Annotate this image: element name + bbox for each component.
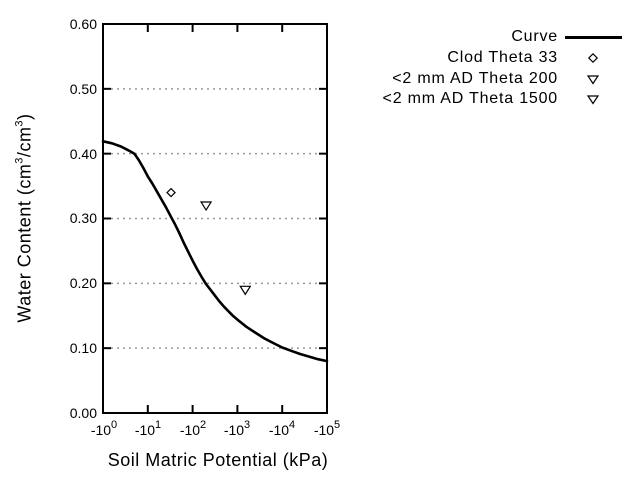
plot-border bbox=[102, 23, 328, 414]
x-tick-exp: 0 bbox=[111, 419, 118, 432]
data-point-triangle-down bbox=[200, 201, 213, 212]
x-tick-label-1e2: -102 bbox=[168, 419, 218, 438]
x-tick-base: -10 bbox=[134, 422, 156, 438]
x-tick-exp: 4 bbox=[289, 419, 296, 432]
y-axis-title: Water Content (cm3/cm3) bbox=[13, 113, 36, 323]
x-tick-label-1e0: -100 bbox=[79, 419, 129, 438]
y-axis-title-sup2: 3 bbox=[13, 119, 26, 127]
triangle-down-marker-icon bbox=[558, 73, 628, 85]
open-diamond-icon bbox=[587, 52, 599, 64]
legend: Curve Clod Theta 33 <2 mm AD Theta 200 <… bbox=[383, 27, 628, 110]
y-axis-title-sup1: 3 bbox=[13, 157, 26, 164]
open-triangle-down-icon bbox=[586, 95, 600, 105]
legend-label-ad-theta-200: <2 mm AD Theta 200 bbox=[392, 69, 558, 87]
data-point-diamond bbox=[166, 187, 176, 198]
legend-item-ad-theta-1500: <2 mm AD Theta 1500 bbox=[383, 89, 628, 110]
legend-label-clod-theta-33: Clod Theta 33 bbox=[447, 49, 558, 67]
y-tick-label-040: 0.40 bbox=[69, 146, 97, 162]
x-tick-label-1e4: -104 bbox=[257, 419, 307, 438]
x-axis-title: Soil Matric Potential (kPa) bbox=[107, 450, 329, 470]
legend-item-ad-theta-200: <2 mm AD Theta 200 bbox=[383, 68, 628, 89]
y-tick-label-000: 0.00 bbox=[69, 405, 97, 421]
y-tick-label-060: 0.60 bbox=[69, 16, 97, 32]
x-tick-base: -10 bbox=[268, 422, 290, 438]
x-tick-base: -10 bbox=[223, 422, 245, 438]
line-sample-icon bbox=[564, 35, 622, 39]
y-tick-label-030: 0.30 bbox=[69, 210, 97, 226]
legend-item-clod-theta-33: Clod Theta 33 bbox=[383, 48, 628, 69]
x-tick-exp: 5 bbox=[334, 419, 341, 432]
x-tick-label-1e3: -103 bbox=[212, 419, 262, 438]
x-tick-exp: 1 bbox=[155, 419, 162, 432]
y-tick-label-050: 0.50 bbox=[69, 81, 97, 97]
x-tick-exp: 2 bbox=[200, 419, 207, 432]
x-tick-base: -10 bbox=[179, 422, 201, 438]
x-tick-base: -10 bbox=[313, 422, 335, 438]
legend-item-curve: Curve bbox=[383, 27, 628, 48]
retention-curve bbox=[101, 140, 329, 363]
legend-label-curve: Curve bbox=[511, 28, 558, 46]
x-tick-label-1e1: -101 bbox=[123, 419, 173, 438]
legend-label-ad-theta-1500: <2 mm AD Theta 1500 bbox=[382, 90, 558, 108]
x-tick-exp: 3 bbox=[244, 419, 251, 432]
open-triangle-down-icon bbox=[586, 75, 600, 85]
x-tick-base: -10 bbox=[90, 422, 112, 438]
diamond-marker-icon bbox=[558, 52, 628, 64]
y-tick-label-020: 0.20 bbox=[69, 275, 97, 291]
y-axis-title-text: Water Content (cm bbox=[14, 163, 35, 323]
curve-line-sample bbox=[558, 35, 628, 39]
x-tick-label-1e5: -105 bbox=[302, 419, 352, 438]
y-axis-title-text2: /cm bbox=[14, 126, 35, 158]
data-point-triangle-down bbox=[239, 285, 252, 296]
y-tick-label-010: 0.10 bbox=[69, 340, 97, 356]
triangle-down-marker-icon bbox=[558, 93, 628, 105]
